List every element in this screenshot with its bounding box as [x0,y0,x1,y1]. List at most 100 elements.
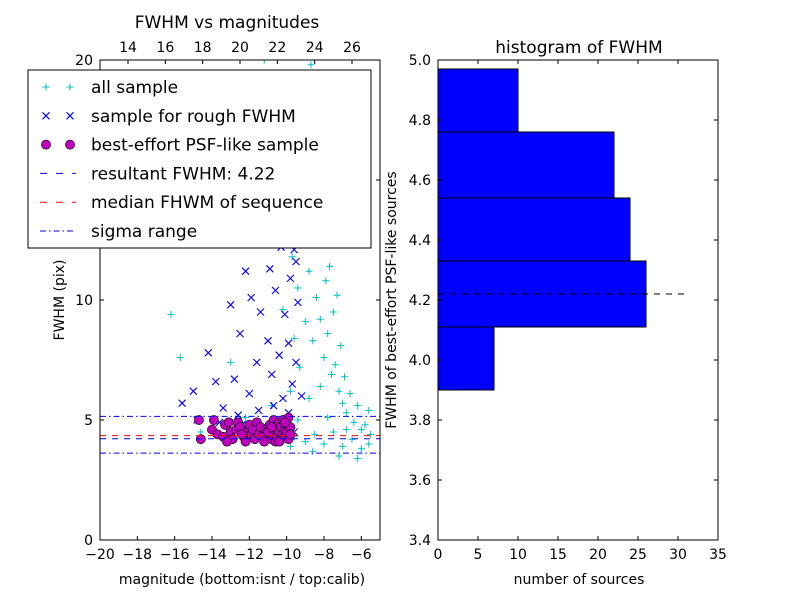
data-point-psf-like [222,436,232,447]
x-tick-label: −14 [197,547,227,563]
data-point-rough-fwhm [219,404,228,412]
data-point-all-sample [316,315,324,323]
data-point-all-sample [294,284,302,292]
data-point-all-sample [354,402,362,410]
data-point-all-sample [333,291,341,299]
data-point-all-sample [286,442,294,450]
data-point-all-sample [288,253,296,261]
data-point-all-sample [167,310,175,318]
data-point-rough-fwhm [234,411,243,420]
data-point-psf-like [274,436,285,447]
data-point-all-sample [335,452,343,460]
data-point-all-sample [339,399,347,407]
data-point-all-sample [341,373,349,381]
y-tick-label: 4.4 [409,233,431,249]
x-tick-label: 10 [509,547,527,563]
y-tick-label: 4.6 [409,173,431,189]
y-tick-label: 3.4 [409,533,431,549]
data-point-all-sample [320,440,328,448]
data-point-rough-fwhm [252,358,261,367]
x-tick-label: 15 [549,547,567,563]
top-tick-label: 14 [119,40,137,56]
legend-marker [66,83,74,91]
data-point-all-sample [305,394,313,402]
data-point-rough-fwhm [245,389,254,398]
legend-marker [41,139,51,150]
histogram-bar [437,197,631,262]
fwhm-vs-magnitude-plot: −20 −18 −16 −14 −12 −10 −8 −6 14 16 18 20 22 24 26 0 5 10… [27,13,381,588]
x-tick-label: −8 [314,547,335,563]
x-tick-label: 20 [589,547,607,563]
data-point-rough-fwhm [293,298,302,307]
data-point-rough-fwhm [247,293,256,302]
y-tick-label: 3.8 [409,413,431,429]
data-point-rough-fwhm [226,300,235,309]
data-point-all-sample [320,354,328,362]
y-tick-label: 5.0 [409,53,431,69]
legend-marker [42,111,50,120]
data-point-all-sample [296,363,304,371]
data-point-all-sample [335,387,343,395]
left-x-axis-label: magnitude (bottom:isnt / top:calib) [119,572,365,588]
data-point-rough-fwhm [267,370,276,379]
data-point-rough-fwhm [236,329,244,338]
data-point-rough-fwhm [256,308,265,316]
data-point-all-sample [324,414,332,422]
y-tick-label: 4.0 [409,353,431,369]
top-tick-label: 22 [268,40,286,56]
data-point-all-sample [311,430,319,438]
data-point-rough-fwhm [279,394,287,403]
y-tick-label: 3.6 [409,473,431,489]
data-point-rough-fwhm [297,392,306,400]
data-point-psf-like [279,417,290,428]
data-point-rough-fwhm [254,406,263,415]
legend-label: resultant FWHM: 4.22 [91,164,275,184]
data-point-rough-fwhm [288,380,297,388]
data-point-psf-like [236,429,247,440]
data-point-rough-fwhm [284,339,293,348]
legend-marker [42,83,50,91]
data-point-all-sample [313,294,321,302]
top-tick-label: 24 [306,40,324,56]
fwhm-histogram-plot: 0 5 10 15 20 25 30 35 3.4 3.6 3.8 4.0 4.2 4.4 4.6 4.8 5.… [384,38,727,588]
x-tick-label: 0 [434,547,443,563]
right-chart-title: histogram of FWHM [495,38,662,58]
data-point-rough-fwhm [189,387,198,396]
left-y-axis-label: FWHM (pix) [52,260,68,341]
data-point-rough-fwhm [286,274,295,283]
data-point-all-sample [327,370,335,378]
y-tick-label: 4.8 [409,113,431,129]
data-point-all-sample [367,430,375,438]
data-point-all-sample [290,334,298,342]
data-point-rough-fwhm [264,336,272,345]
x-tick-label: 5 [474,547,483,563]
legend-symbol [42,111,74,120]
data-point-all-sample [176,354,184,362]
right-y-axis-label: FWHM of best-effort PSF-like sources [384,171,400,428]
y-tick-label: 20 [75,53,93,69]
legend-label: median FHWM of sequence [91,193,323,213]
x-tick-label: 35 [709,547,727,563]
data-point-rough-fwhm [292,358,300,367]
left-chart-title: FWHM vs magnitudes [135,13,320,33]
data-point-rough-fwhm [265,264,274,273]
histogram-bar [437,260,647,328]
data-point-all-sample [316,382,324,390]
data-point-all-sample [354,454,362,462]
y-tick-label: 4.2 [409,293,431,309]
data-point-all-sample [346,390,354,398]
data-point-rough-fwhm [204,348,213,357]
y-tick-label: 5 [84,413,93,429]
x-tick-label: −18 [123,547,153,563]
data-point-rough-fwhm [271,286,280,295]
right-x-axis-label: number of sources [514,572,645,588]
data-point-all-sample [365,440,373,448]
data-point-all-sample [326,262,334,270]
top-tick-label: 18 [194,40,212,56]
data-point-all-sample [329,308,337,316]
data-point-psf-like [223,417,234,428]
data-point-rough-fwhm [292,257,300,266]
data-point-rough-fwhm [275,351,284,360]
histogram-bar [437,68,519,133]
